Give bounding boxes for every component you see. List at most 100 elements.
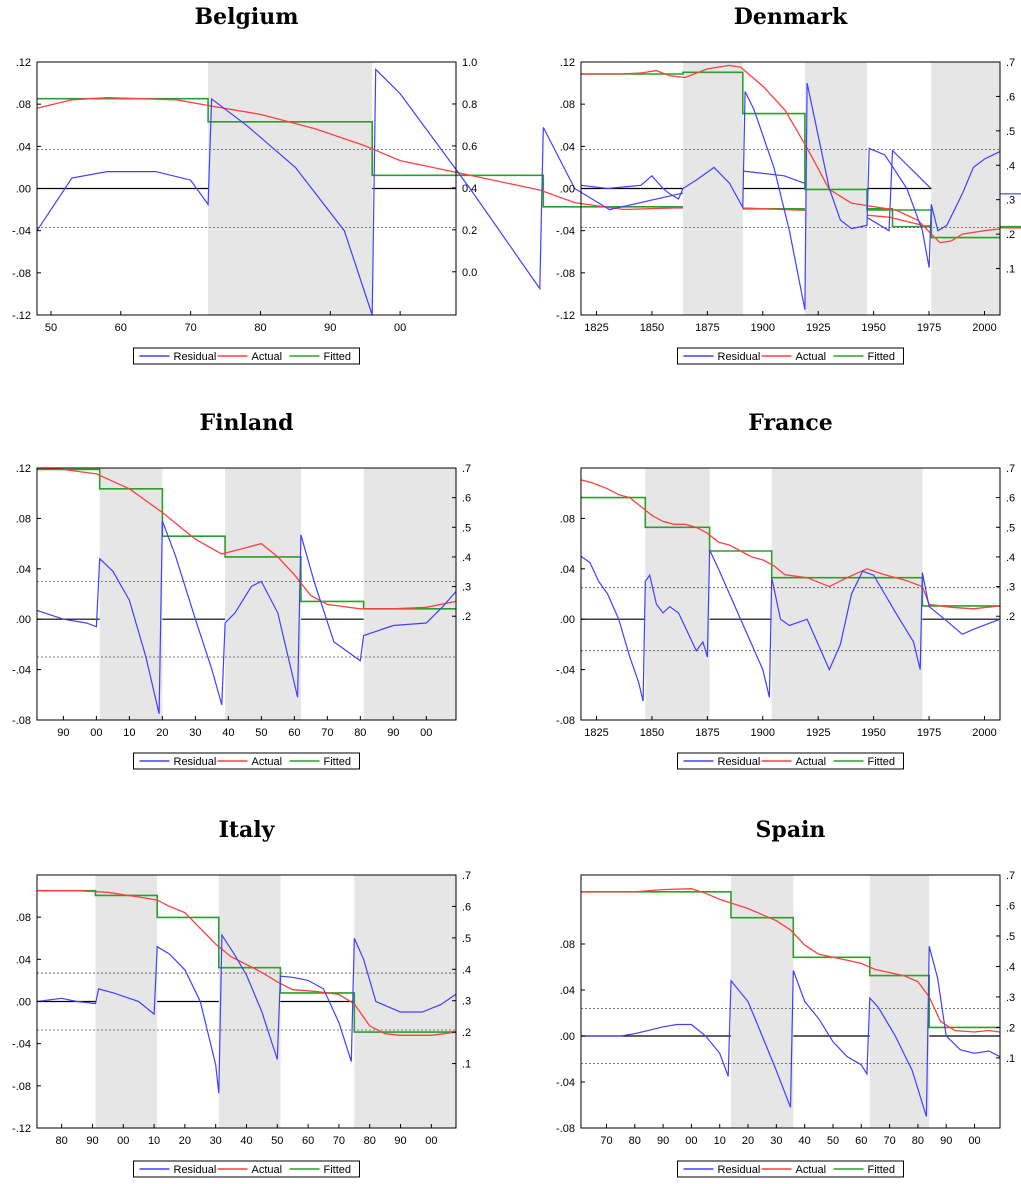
residual-series (580, 549, 1001, 702)
x-tick-label: 00 (117, 1135, 129, 1147)
shaded-regime (869, 875, 930, 1128)
right-tick-label: .2 (1006, 1022, 1015, 1034)
x-tick-label: 1950 (861, 322, 885, 334)
x-tick-label: 90 (394, 1135, 406, 1147)
x-tick-label: 1850 (640, 322, 664, 334)
chart-title: Denmark (734, 4, 848, 30)
right-tick-label: .4 (1006, 552, 1015, 564)
left-tick-label: .04 (560, 985, 575, 997)
legend-label: Residual (174, 351, 217, 363)
legend-label: Fitted (868, 351, 896, 363)
chart-title: France (748, 410, 832, 436)
legend-label: Fitted (324, 351, 352, 363)
left-tick-label: .00 (16, 614, 31, 626)
shaded-regime (225, 468, 301, 720)
x-tick-label: 90 (57, 727, 69, 739)
x-tick-label: 80 (254, 322, 266, 334)
plot-frame (36, 467, 457, 721)
left-tick-label: -.12 (12, 310, 31, 322)
chart-title: Italy (219, 817, 276, 843)
chart-panel: Italy -.12 -.08 -.04 .00 .04 .08 .1 .2 .3 .4 .5 .6 .7… (12, 817, 471, 1178)
legend-label: Actual (796, 756, 827, 768)
left-tick-label: -.08 (556, 715, 575, 727)
right-tick-label: .7 (462, 870, 471, 882)
right-tick-label: .4 (1006, 160, 1015, 172)
left-tick-label: -.12 (12, 1123, 31, 1135)
shaded-regime (804, 62, 867, 315)
right-tick-label: 1.0 (462, 57, 477, 69)
left-tick-label: .00 (16, 184, 31, 196)
left-tick-label: .08 (560, 513, 575, 525)
actual-series (37, 890, 457, 1036)
shaded-regime (771, 468, 923, 720)
x-tick-label: 1900 (751, 727, 775, 739)
left-tick-label: -.04 (556, 226, 575, 238)
residual-series (36, 67, 1021, 316)
x-tick-label: 00 (394, 322, 406, 334)
fitted-series (37, 468, 456, 610)
x-tick-label: 70 (321, 727, 333, 739)
actual-series (36, 467, 457, 610)
actual-series (36, 97, 1021, 229)
x-tick-label: 60 (288, 727, 300, 739)
x-tick-label: 1925 (806, 322, 830, 334)
left-tick-label: -.08 (12, 268, 31, 280)
left-tick-label: -.04 (12, 1039, 31, 1051)
x-tick-label: 20 (742, 1135, 754, 1147)
x-tick-label: 00 (90, 727, 102, 739)
left-tick-label: -.08 (12, 1081, 31, 1093)
right-tick-label: .6 (1006, 900, 1015, 912)
right-tick-label: 0.2 (462, 225, 477, 237)
x-tick-label: 30 (210, 1135, 222, 1147)
actual-series (581, 64, 1001, 244)
left-tick-label: .04 (16, 954, 31, 966)
right-tick-label: .6 (462, 901, 471, 913)
x-tick-label: 80 (912, 1135, 924, 1147)
right-tick-label: .1 (462, 1059, 471, 1071)
right-tick-label: 0.0 (462, 267, 477, 279)
left-tick-label: -.04 (12, 665, 31, 677)
x-tick-label: 20 (179, 1135, 191, 1147)
legend-label: Fitted (868, 1164, 896, 1176)
x-tick-label: 80 (354, 727, 366, 739)
right-tick-label: .3 (1006, 195, 1015, 207)
x-tick-label: 70 (883, 1135, 895, 1147)
right-tick-label: 0.8 (462, 99, 477, 111)
residual-series (36, 933, 457, 1094)
right-tick-label: .6 (462, 493, 471, 505)
left-tick-label: .04 (560, 141, 575, 153)
left-tick-label: .00 (560, 184, 575, 196)
right-tick-label: .1 (1006, 264, 1015, 276)
right-tick-label: .5 (1006, 931, 1015, 943)
right-tick-label: .7 (1006, 870, 1015, 882)
right-tick-label: .4 (1006, 961, 1015, 973)
left-tick-label: -.08 (12, 715, 31, 727)
x-tick-label: 50 (271, 1135, 283, 1147)
x-tick-label: 90 (940, 1135, 952, 1147)
right-tick-label: .5 (462, 522, 471, 534)
left-tick-label: -.12 (556, 310, 575, 322)
plot-frame (580, 874, 1001, 1129)
legend-label: Actual (796, 351, 827, 363)
x-tick-label: 1825 (584, 322, 608, 334)
x-tick-label: 30 (189, 727, 201, 739)
left-tick-label: .12 (16, 463, 31, 475)
x-tick-label: 2000 (972, 727, 996, 739)
left-tick-label: .04 (16, 564, 31, 576)
legend-label: Actual (252, 756, 283, 768)
legend-label: Residual (174, 756, 217, 768)
x-tick-label: 70 (333, 1135, 345, 1147)
legend-label: Fitted (868, 756, 896, 768)
x-tick-label: 60 (115, 322, 127, 334)
legend-label: Residual (174, 1164, 217, 1176)
left-tick-label: .08 (16, 912, 31, 924)
left-tick-label: .08 (16, 513, 31, 525)
left-tick-label: .08 (560, 939, 575, 951)
left-tick-label: -.04 (12, 226, 31, 238)
chart-panel: Denmark -.12 -.08 -.04 .00 .04 .08 .12 .1 .2 .3 .4.… (556, 4, 1015, 365)
x-tick-label: 90 (657, 1135, 669, 1147)
right-tick-label: .4 (462, 964, 471, 976)
x-tick-label: 1875 (695, 322, 719, 334)
right-tick-label: .7 (1006, 57, 1015, 69)
x-tick-label: 20 (156, 727, 168, 739)
